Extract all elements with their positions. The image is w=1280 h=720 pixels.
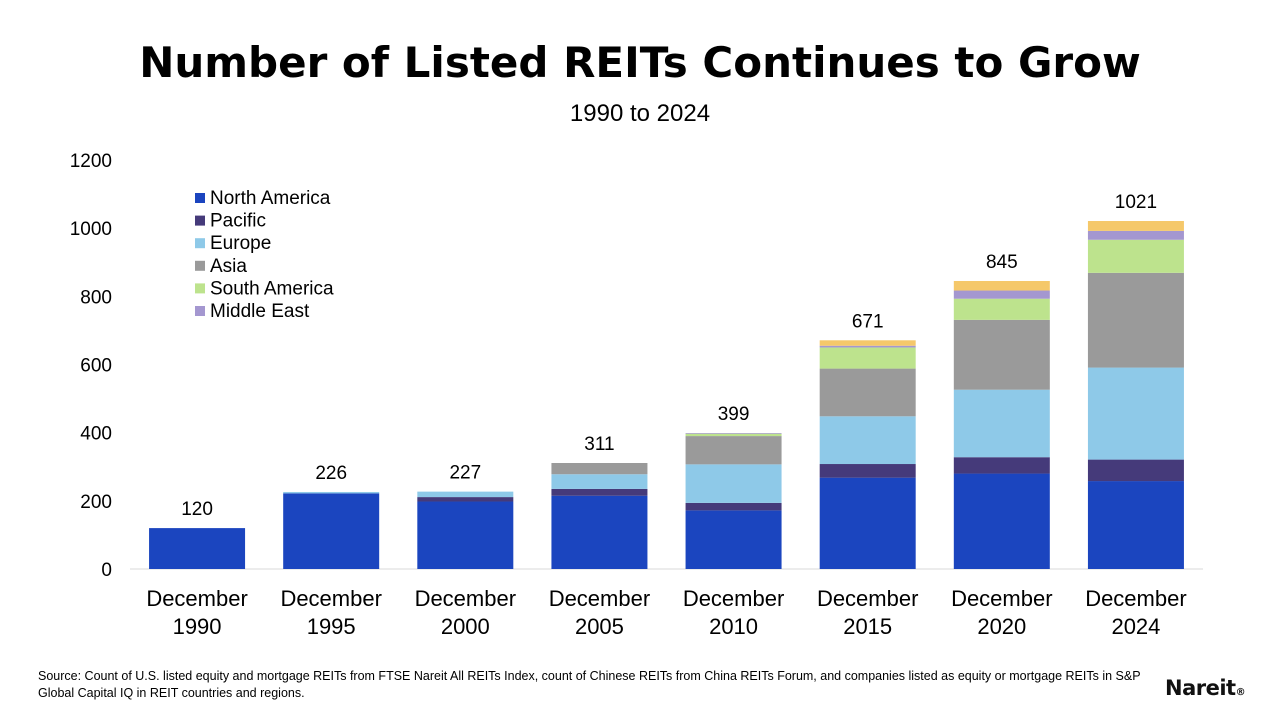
- x-tick-label: 2020: [977, 614, 1026, 639]
- bar-segment: [819, 477, 916, 569]
- bar-segment: [819, 464, 916, 478]
- y-tick-label: 1200: [70, 151, 112, 172]
- bar-segment: [1087, 367, 1184, 460]
- legend-swatch: [195, 260, 205, 271]
- x-tick-label: December: [146, 586, 247, 611]
- y-tick-label: 0: [101, 560, 112, 581]
- y-tick-label: 1000: [70, 219, 112, 240]
- bar-segment: [685, 510, 782, 569]
- legend-label: Middle East: [210, 301, 310, 322]
- x-axis-labels: December 1990 December 1995 December 2000 Dece…: [146, 586, 1186, 639]
- bar-segment: [417, 501, 514, 569]
- bar-segment: [685, 464, 782, 503]
- bar-segment: [685, 433, 782, 434]
- bar-segment: [1087, 481, 1184, 569]
- total-label: 845: [986, 252, 1018, 273]
- y-tick-label: 800: [80, 287, 112, 308]
- x-tick-label: December: [280, 586, 381, 611]
- x-tick-label: December: [549, 586, 650, 611]
- bar-segment: [819, 368, 916, 417]
- bar-segment: [685, 436, 782, 465]
- bar-segment: [953, 280, 1050, 291]
- legend-swatch: [195, 215, 205, 226]
- total-labels: 120 226 227 311 399 671 845 1021: [181, 192, 1157, 520]
- bar-segment: [953, 389, 1050, 458]
- bar-segment: [819, 345, 916, 348]
- x-tick-label: December: [683, 586, 784, 611]
- x-tick-label: December: [415, 586, 516, 611]
- total-label: 120: [181, 499, 213, 520]
- x-tick-label: December: [817, 586, 918, 611]
- bar-segment: [1087, 459, 1184, 482]
- bars: [149, 221, 1184, 569]
- bar-segment: [551, 488, 648, 496]
- y-tick-label: 600: [80, 356, 112, 377]
- bar-segment: [685, 502, 782, 511]
- bar-segment: [149, 528, 246, 569]
- legend-label: Pacific: [210, 211, 266, 232]
- logo-text: Nareit: [1165, 676, 1236, 700]
- bar-segment: [1087, 239, 1184, 273]
- total-label: 226: [315, 463, 347, 484]
- legend-label: Asia: [210, 256, 247, 277]
- bar-segment: [417, 497, 514, 502]
- x-tick-label: 2015: [843, 614, 892, 639]
- bar-segment: [953, 298, 1050, 320]
- x-tick-label: 2005: [575, 614, 624, 639]
- bar-segment: [1087, 272, 1184, 368]
- bar-segment: [1087, 221, 1184, 231]
- bar-segment: [953, 473, 1050, 569]
- x-tick-label: 2010: [709, 614, 758, 639]
- legend-swatch: [195, 193, 205, 203]
- bar-segment: [551, 463, 648, 475]
- legend-swatch: [195, 306, 205, 316]
- bar-segment: [685, 433, 782, 437]
- legend-label: Europe: [210, 233, 271, 254]
- logo-registered-mark: ®: [1235, 687, 1246, 698]
- legend-swatch: [195, 283, 205, 294]
- bar-segment: [283, 491, 380, 494]
- source-note: Source: Count of U.S. listed equity and …: [38, 669, 1141, 700]
- nareit-logo: Nareit®: [1165, 676, 1246, 700]
- total-label: 227: [449, 463, 481, 484]
- bar-segment: [953, 290, 1050, 299]
- total-label: 1021: [1115, 192, 1157, 213]
- x-tick-label: 1990: [173, 614, 222, 639]
- y-axis: 0 200 400 600 800 1000 1200: [70, 151, 112, 581]
- total-label: 671: [852, 311, 884, 332]
- bar-segment: [551, 474, 648, 489]
- total-label: 311: [584, 434, 614, 455]
- y-tick-label: 400: [80, 424, 112, 445]
- bar-segment: [283, 493, 380, 569]
- bar-segment: [953, 319, 1050, 390]
- x-tick-label: 2024: [1111, 614, 1160, 639]
- x-tick-label: 1995: [307, 614, 356, 639]
- total-label: 399: [718, 404, 750, 425]
- chart-title: Number of Listed REITs Continues to Grow: [139, 38, 1141, 87]
- legend-label: South America: [210, 278, 334, 299]
- bar-segment: [1087, 230, 1184, 240]
- chart-subtitle: 1990 to 2024: [569, 100, 711, 127]
- x-tick-label: 2000: [441, 614, 490, 639]
- legend-swatch: [195, 238, 205, 249]
- y-tick-label: 200: [80, 492, 112, 513]
- legend-label: North America: [210, 188, 331, 209]
- bar-segment: [417, 491, 514, 498]
- bar-segment: [551, 495, 648, 569]
- x-tick-label: December: [1085, 586, 1186, 611]
- bar-segment: [953, 457, 1050, 474]
- bar-segment: [819, 347, 916, 369]
- x-tick-label: December: [951, 586, 1052, 611]
- bar-segment: [819, 340, 916, 346]
- bar-segment: [819, 416, 916, 465]
